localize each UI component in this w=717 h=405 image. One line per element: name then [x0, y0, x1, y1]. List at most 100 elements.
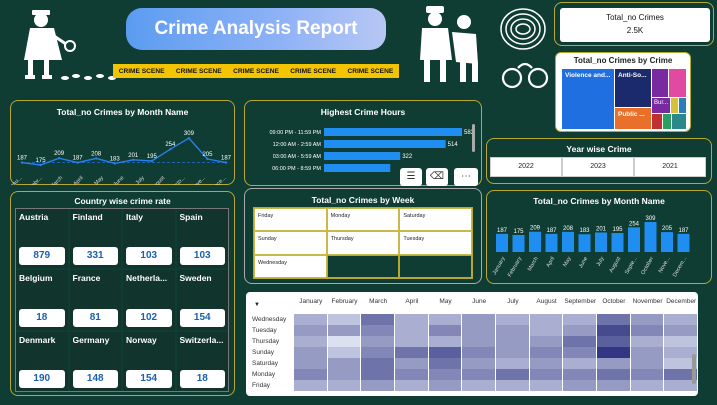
heatmap-cell[interactable] [327, 369, 362, 380]
heatmap-cell[interactable] [395, 314, 429, 325]
heatmap-cell[interactable] [529, 336, 564, 347]
heatmap-cell[interactable] [462, 369, 496, 380]
heatmap-cell[interactable] [563, 336, 597, 347]
heatmap-cell[interactable] [563, 314, 597, 325]
heatmap-cell[interactable] [462, 336, 496, 347]
country-card[interactable]: Netherla... 102 [123, 270, 175, 330]
heatmap-cell[interactable] [630, 347, 665, 358]
heatmap-cell[interactable] [294, 314, 328, 325]
week-day-cell[interactable]: Tuesday [399, 231, 472, 255]
heatmap-cell[interactable] [395, 369, 429, 380]
heatmap-cell[interactable] [597, 358, 631, 369]
heatmap-cell[interactable] [496, 347, 530, 358]
heatmap-cell[interactable] [630, 369, 665, 380]
heatmap-cell[interactable] [563, 369, 597, 380]
heatmap-cell[interactable] [361, 336, 395, 347]
heatmap-cell[interactable] [428, 347, 463, 358]
heatmap-cell[interactable] [563, 358, 597, 369]
heatmap-cell[interactable] [361, 369, 395, 380]
heatmap-cell[interactable] [294, 369, 328, 380]
year-button-2021[interactable]: 2021 [634, 157, 706, 177]
heatmap-cell[interactable] [294, 358, 328, 369]
heatmap-cell[interactable] [630, 358, 665, 369]
heatmap-cell[interactable] [294, 336, 328, 347]
heatmap-cell[interactable] [529, 314, 564, 325]
heatmap-cell[interactable] [630, 325, 665, 336]
heatmap-cell[interactable] [395, 325, 429, 336]
heatmap-cell[interactable] [361, 347, 395, 358]
country-card[interactable]: Belgium 18 [16, 270, 68, 330]
heatmap-cell[interactable] [597, 380, 631, 391]
heatmap-scrollbar[interactable] [692, 354, 696, 384]
year-button-2023[interactable]: 2023 [562, 157, 634, 177]
treemap-tile[interactable] [672, 114, 686, 129]
heatmap-cell[interactable] [395, 336, 429, 347]
treemap-tile[interactable] [669, 69, 686, 97]
country-card[interactable]: Austria 879 [16, 209, 68, 269]
heatmap-cell[interactable] [496, 369, 530, 380]
heatmap-cell[interactable] [462, 325, 496, 336]
heatmap-cell[interactable] [361, 325, 395, 336]
heatmap-cell[interactable] [563, 347, 597, 358]
treemap-tile[interactable] [663, 114, 671, 129]
heatmap-cell[interactable] [664, 325, 698, 336]
country-card[interactable]: Switzerla... 18 [176, 331, 228, 391]
heatmap-cell[interactable] [327, 314, 362, 325]
treemap-tile[interactable]: Public ... [615, 108, 651, 129]
heatmap-cell[interactable] [428, 369, 463, 380]
heatmap-cell[interactable] [395, 347, 429, 358]
heatmap-cell[interactable] [529, 325, 564, 336]
more-options-button[interactable]: ⋯ [454, 168, 478, 186]
heatmap-cell[interactable] [597, 336, 631, 347]
country-card[interactable]: Denmark 190 [16, 331, 68, 391]
heatmap-cell[interactable] [597, 347, 631, 358]
heatmap-cell[interactable] [327, 325, 362, 336]
treemap-tile[interactable] [679, 98, 686, 113]
country-card[interactable]: Finland 331 [69, 209, 121, 269]
heatmap-cell[interactable] [428, 336, 463, 347]
country-card[interactable]: Norway 154 [123, 331, 175, 391]
heatmap-cell[interactable] [597, 325, 631, 336]
heatmap-cell[interactable] [664, 380, 698, 391]
week-day-cell[interactable]: Sunday [254, 231, 327, 255]
heatmap-cell[interactable] [597, 314, 631, 325]
heatmap-cell[interactable] [630, 380, 665, 391]
heatmap-cell[interactable] [462, 380, 496, 391]
heatmap-cell[interactable] [496, 358, 530, 369]
filter-button[interactable]: ☰ [400, 168, 422, 186]
heatmap-cell[interactable] [664, 347, 698, 358]
treemap-tile[interactable]: Bur... [652, 98, 670, 113]
heatmap-cell[interactable] [361, 380, 395, 391]
heatmap-cell[interactable] [327, 336, 362, 347]
heatmap-cell[interactable] [395, 358, 429, 369]
week-day-cell[interactable]: Saturday [399, 208, 472, 232]
heatmap-cell[interactable] [529, 347, 564, 358]
heatmap-cell[interactable] [294, 380, 328, 391]
country-card[interactable]: Italy 103 [123, 209, 175, 269]
heatmap-cell[interactable] [361, 314, 395, 325]
heatmap-cell[interactable] [630, 314, 665, 325]
heatmap-cell[interactable] [597, 369, 631, 380]
heatmap-cell[interactable] [496, 314, 530, 325]
heatmap-cell[interactable] [428, 314, 463, 325]
country-card[interactable]: Spain 103 [176, 209, 228, 269]
heatmap-cell[interactable] [428, 325, 463, 336]
heatmap-cell[interactable] [529, 358, 564, 369]
treemap-tile[interactable]: Anti-So... [615, 69, 651, 107]
heatmap-cell[interactable] [428, 380, 463, 391]
heatmap-cell[interactable] [361, 358, 395, 369]
heatmap-cell[interactable] [496, 325, 530, 336]
eraser-button[interactable]: ⌫ [426, 168, 448, 186]
heatmap-cell[interactable] [563, 325, 597, 336]
country-card[interactable]: Germany 148 [69, 331, 121, 391]
heatmap-cell[interactable] [294, 347, 328, 358]
heatmap-cell[interactable] [395, 380, 429, 391]
heatmap-cell[interactable] [327, 358, 362, 369]
heatmap-cell[interactable] [664, 369, 698, 380]
heatmap-cell[interactable] [630, 336, 665, 347]
heatmap-cell[interactable] [496, 336, 530, 347]
year-button-2022[interactable]: 2022 [490, 157, 562, 177]
heatmap-cell[interactable] [496, 380, 530, 391]
heatmap-cell[interactable] [664, 336, 698, 347]
sort-arrow-icon[interactable]: ▼ [254, 302, 260, 308]
